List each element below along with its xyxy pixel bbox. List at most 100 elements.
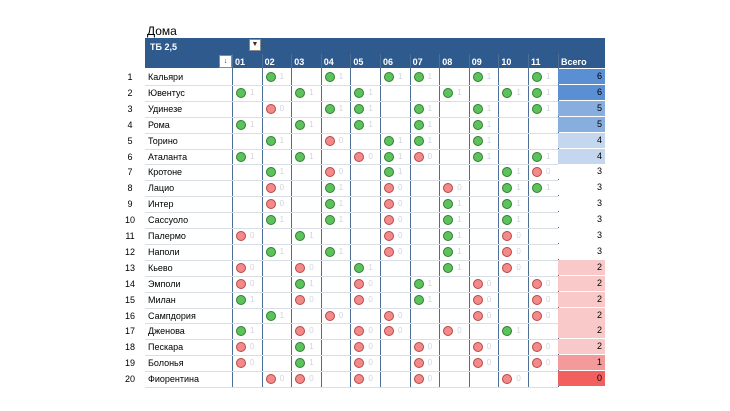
row-divider (145, 275, 558, 277)
column-divider (409, 54, 411, 387)
cell-value-ghost: 1 (546, 183, 551, 193)
cell-value-ghost: 0 (546, 342, 551, 352)
row-number: 2 (127, 87, 133, 98)
cell-value-ghost: 1 (250, 87, 255, 97)
green-dot-icon (532, 72, 542, 82)
cell-value-ghost: 0 (516, 246, 521, 256)
cell-value-ghost: 0 (516, 231, 521, 240)
total-cell: 4 (558, 148, 605, 164)
total-cell: 2 (558, 291, 605, 307)
green-dot-icon (502, 199, 513, 210)
green-dot-icon (502, 215, 513, 226)
row-number: 12 (124, 246, 135, 257)
row-divider (145, 355, 558, 357)
row-divider (145, 291, 558, 293)
cell-value-ghost: 1 (516, 326, 521, 336)
cell-value-ghost: 0 (368, 294, 373, 304)
green-dot-icon (502, 167, 513, 178)
cell-value-ghost: 1 (309, 278, 314, 288)
cell-value-ghost: 0 (546, 167, 551, 177)
cell-value-ghost: 0 (250, 262, 255, 272)
cell-value-ghost: 1 (486, 151, 492, 161)
green-dot-icon (413, 135, 424, 146)
cell-value-ghost: 1 (309, 119, 314, 129)
column-divider (380, 54, 381, 387)
green-dot-icon (354, 119, 365, 130)
cell-value-ghost: 0 (546, 358, 551, 368)
column-divider (468, 54, 470, 387)
cell-value-ghost: 0 (486, 294, 492, 304)
sort-icon[interactable]: ↓ (219, 55, 232, 68)
row-divider (145, 259, 558, 261)
cell-value-ghost: 1 (457, 246, 462, 256)
green-dot-icon (502, 183, 513, 194)
team-name: Милан (148, 294, 176, 305)
cell-value-ghost: 1 (457, 199, 462, 209)
cell-value-ghost: 1 (398, 135, 403, 145)
cell-value-ghost: 1 (457, 215, 462, 225)
cell-value-ghost: 1 (427, 72, 433, 81)
column-divider (291, 54, 293, 387)
cell-value-ghost: 0 (309, 294, 314, 304)
red-dot-icon (324, 310, 335, 321)
row-divider (145, 307, 558, 309)
cell-value-ghost: 0 (427, 358, 433, 368)
row-number: 9 (127, 199, 133, 210)
green-dot-icon (472, 151, 483, 162)
cell-value-ghost: 1 (250, 294, 255, 304)
team-name: Ювентус (148, 87, 185, 98)
cell-value-ghost: 0 (338, 135, 344, 145)
total-cell: 6 (558, 84, 605, 100)
cell-value-ghost: 0 (279, 199, 285, 209)
green-dot-icon (354, 262, 365, 273)
total-cell: 2 (558, 339, 605, 355)
total-cell: 5 (558, 100, 605, 116)
cell-value-ghost: 1 (368, 87, 373, 97)
row-divider (145, 148, 558, 150)
red-dot-icon (413, 374, 424, 385)
red-dot-icon (354, 374, 365, 385)
cell-value-ghost: 1 (309, 358, 314, 368)
total-cell: 3 (558, 212, 605, 228)
team-name: Болонья (148, 358, 184, 369)
cell-value-ghost: 0 (486, 310, 492, 320)
cell-value-ghost: 1 (486, 135, 492, 145)
cell-value-ghost: 1 (516, 87, 521, 97)
cell-value-ghost: 1 (279, 72, 285, 81)
row-number: 1 (127, 72, 133, 82)
row-divider (145, 371, 558, 373)
cell-value-ghost: 0 (368, 358, 373, 368)
green-dot-icon (236, 119, 246, 130)
red-dot-icon (472, 278, 483, 289)
red-dot-icon (472, 358, 483, 369)
green-dot-icon (295, 358, 306, 369)
total-cell: 2 (558, 275, 605, 291)
total-cell: 1 (558, 355, 605, 371)
green-dot-icon (354, 87, 365, 98)
cell-value-ghost: 1 (338, 72, 344, 81)
green-dot-icon (295, 342, 306, 353)
cell-value-ghost: 0 (368, 374, 373, 384)
team-name: Фиорентина (148, 374, 199, 385)
row-number: 17 (124, 326, 135, 337)
green-dot-icon (236, 87, 246, 98)
row-divider (145, 212, 558, 214)
total-cell: 3 (558, 180, 605, 196)
total-cell: 4 (558, 132, 605, 148)
team-name: Эмполи (148, 278, 181, 289)
cell-value-ghost: 0 (398, 231, 403, 240)
green-dot-icon (384, 151, 394, 162)
cell-value-ghost: 1 (279, 135, 285, 145)
cell-value-ghost: 1 (279, 215, 285, 225)
green-dot-icon (265, 246, 276, 257)
red-dot-icon (295, 262, 306, 273)
row-number: 6 (127, 151, 133, 162)
cell-value-ghost: 1 (279, 310, 285, 320)
column-divider (350, 54, 352, 387)
red-dot-icon (384, 326, 394, 337)
filter-dropdown-button[interactable]: ▼ (249, 39, 261, 51)
row-number: 16 (124, 310, 135, 321)
row-number: 14 (124, 278, 135, 289)
green-dot-icon (413, 119, 424, 130)
team-name: Кальяри (148, 72, 184, 82)
